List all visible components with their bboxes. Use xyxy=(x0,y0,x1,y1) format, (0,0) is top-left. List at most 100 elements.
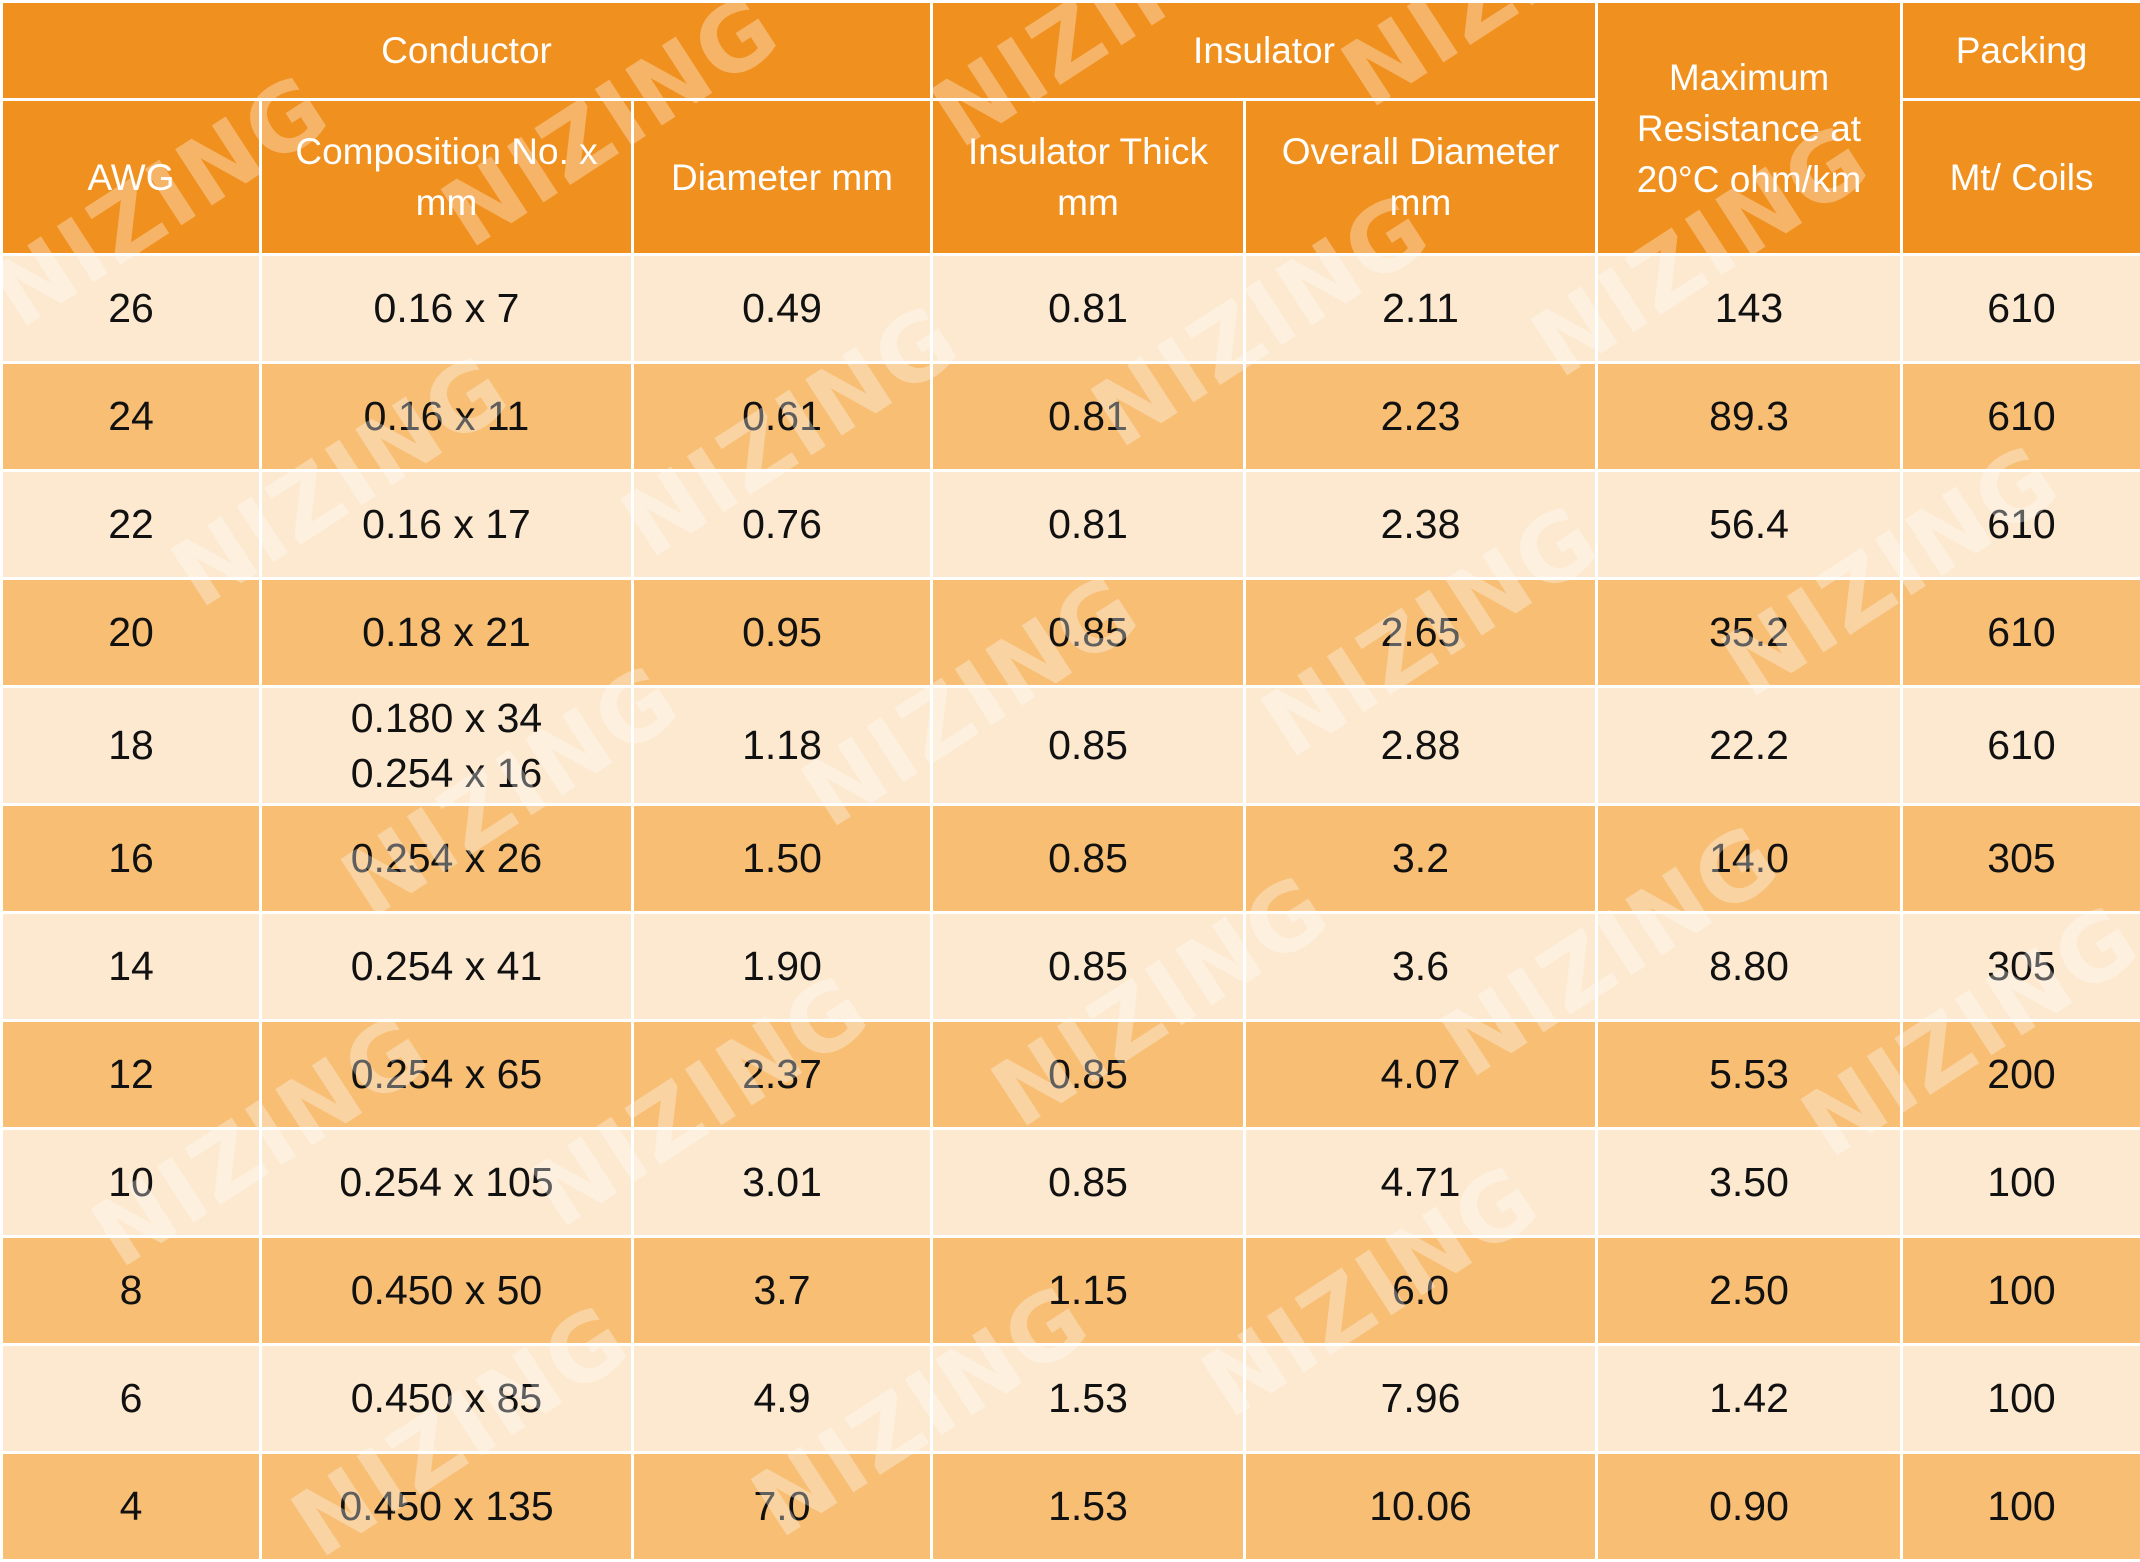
cell-awg: 8 xyxy=(0,1235,262,1346)
table-row: 18 0.180 x 34 0.254 x 16 1.18 0.85 2.88 … xyxy=(0,685,2140,806)
cell-resistance: 143 xyxy=(1595,253,1904,364)
header-composition: Composition No. x mm xyxy=(259,98,634,256)
composition-line: 0.180 x 34 xyxy=(350,694,543,741)
header-diameter: Diameter mm xyxy=(631,98,933,256)
cell-overall-diameter: 10.06 xyxy=(1242,1451,1599,1562)
cell-insulator-thick: 0.85 xyxy=(930,685,1246,806)
cell-insulator-thick: 0.81 xyxy=(930,361,1246,472)
cell-diameter: 3.7 xyxy=(631,1235,933,1346)
cell-packing: 610 xyxy=(1900,577,2140,688)
cell-resistance: 1.42 xyxy=(1595,1343,1904,1454)
cell-diameter: 0.95 xyxy=(631,577,933,688)
table-row: 14 0.254 x 41 1.90 0.85 3.6 8.80 305 xyxy=(0,911,2140,1022)
cell-insulator-thick: 1.15 xyxy=(930,1235,1246,1346)
cell-overall-diameter: 2.11 xyxy=(1242,253,1599,364)
cell-awg: 16 xyxy=(0,803,262,914)
cell-resistance: 56.4 xyxy=(1595,469,1904,580)
cell-resistance: 22.2 xyxy=(1595,685,1904,806)
cell-diameter: 0.61 xyxy=(631,361,933,472)
header-group-row: Conductor Insulator Maximum Resistance a… xyxy=(0,0,2140,256)
header-packing: Packing xyxy=(1900,0,2140,101)
cell-awg: 12 xyxy=(0,1019,262,1130)
cell-diameter: 7.0 xyxy=(631,1451,933,1562)
cell-awg: 10 xyxy=(0,1127,262,1238)
cell-diameter: 1.90 xyxy=(631,911,933,1022)
cell-resistance: 3.50 xyxy=(1595,1127,1904,1238)
cell-diameter: 4.9 xyxy=(631,1343,933,1454)
cell-overall-diameter: 2.65 xyxy=(1242,577,1599,688)
cell-awg: 18 xyxy=(0,685,262,806)
cell-composition: 0.450 x 85 xyxy=(259,1343,634,1454)
cell-packing: 100 xyxy=(1900,1235,2140,1346)
cell-packing: 610 xyxy=(1900,361,2140,472)
header-awg: AWG xyxy=(0,98,262,256)
table-body: 26 0.16 x 7 0.49 0.81 2.11 143 610 24 0.… xyxy=(0,253,2140,1562)
cell-packing: 100 xyxy=(1900,1343,2140,1454)
cell-composition: 0.254 x 105 xyxy=(259,1127,634,1238)
composition-line: 0.254 x 16 xyxy=(350,749,543,796)
cell-awg: 20 xyxy=(0,577,262,688)
header-max-resistance: Maximum Resistance at 20°C ohm/km xyxy=(1595,0,1904,256)
cell-diameter: 0.49 xyxy=(631,253,933,364)
cell-resistance: 89.3 xyxy=(1595,361,1904,472)
cell-packing: 200 xyxy=(1900,1019,2140,1130)
cell-awg: 14 xyxy=(0,911,262,1022)
table-row: 22 0.16 x 17 0.76 0.81 2.38 56.4 610 xyxy=(0,469,2140,580)
cell-packing: 610 xyxy=(1900,685,2140,806)
table-header: Conductor Insulator Maximum Resistance a… xyxy=(0,0,2140,256)
cell-awg: 26 xyxy=(0,253,262,364)
cell-resistance: 14.0 xyxy=(1595,803,1904,914)
cell-composition: 0.254 x 41 xyxy=(259,911,634,1022)
cell-resistance: 2.50 xyxy=(1595,1235,1904,1346)
cell-composition: 0.450 x 135 xyxy=(259,1451,634,1562)
cell-overall-diameter: 4.07 xyxy=(1242,1019,1599,1130)
cell-insulator-thick: 0.85 xyxy=(930,911,1246,1022)
cell-overall-diameter: 4.71 xyxy=(1242,1127,1599,1238)
cell-diameter: 3.01 xyxy=(631,1127,933,1238)
table-row: 6 0.450 x 85 4.9 1.53 7.96 1.42 100 xyxy=(0,1343,2140,1454)
cell-resistance: 35.2 xyxy=(1595,577,1904,688)
cell-awg: 22 xyxy=(0,469,262,580)
table-row: 24 0.16 x 11 0.61 0.81 2.23 89.3 610 xyxy=(0,361,2140,472)
table-row: 8 0.450 x 50 3.7 1.15 6.0 2.50 100 xyxy=(0,1235,2140,1346)
cell-overall-diameter: 7.96 xyxy=(1242,1343,1599,1454)
table-row: 16 0.254 x 26 1.50 0.85 3.2 14.0 305 xyxy=(0,803,2140,914)
cell-insulator-thick: 0.85 xyxy=(930,1019,1246,1130)
cell-packing: 100 xyxy=(1900,1127,2140,1238)
cell-insulator-thick: 1.53 xyxy=(930,1343,1246,1454)
header-conductor: Conductor xyxy=(0,0,933,101)
cell-composition: 0.254 x 26 xyxy=(259,803,634,914)
table-row: 10 0.254 x 105 3.01 0.85 4.71 3.50 100 xyxy=(0,1127,2140,1238)
header-insulator-thick: Insulator Thick mm xyxy=(930,98,1246,256)
cell-insulator-thick: 1.53 xyxy=(930,1451,1246,1562)
table-row: 12 0.254 x 65 2.37 0.85 4.07 5.53 200 xyxy=(0,1019,2140,1130)
header-column-row: AWG Composition No. x mm Diameter mm Ins… xyxy=(0,98,2140,256)
cell-insulator-thick: 0.85 xyxy=(930,577,1246,688)
cell-insulator-thick: 0.85 xyxy=(930,803,1246,914)
cell-overall-diameter: 6.0 xyxy=(1242,1235,1599,1346)
cell-composition: 0.18 x 21 xyxy=(259,577,634,688)
table-row: 20 0.18 x 21 0.95 0.85 2.65 35.2 610 xyxy=(0,577,2140,688)
cell-composition: 0.450 x 50 xyxy=(259,1235,634,1346)
cell-packing: 610 xyxy=(1900,469,2140,580)
header-mt-coils: Mt/ Coils xyxy=(1900,98,2140,256)
cell-packing: 100 xyxy=(1900,1451,2140,1562)
cell-packing: 305 xyxy=(1900,911,2140,1022)
table-row: 4 0.450 x 135 7.0 1.53 10.06 0.90 100 xyxy=(0,1451,2140,1562)
cell-overall-diameter: 2.38 xyxy=(1242,469,1599,580)
cell-awg: 4 xyxy=(0,1451,262,1562)
cell-overall-diameter: 3.2 xyxy=(1242,803,1599,914)
cell-resistance: 0.90 xyxy=(1595,1451,1904,1562)
cell-packing: 305 xyxy=(1900,803,2140,914)
cell-insulator-thick: 0.85 xyxy=(930,1127,1246,1238)
cell-awg: 24 xyxy=(0,361,262,472)
table-row: 26 0.16 x 7 0.49 0.81 2.11 143 610 xyxy=(0,253,2140,364)
cell-insulator-thick: 0.81 xyxy=(930,469,1246,580)
cell-insulator-thick: 0.81 xyxy=(930,253,1246,364)
cell-overall-diameter: 2.23 xyxy=(1242,361,1599,472)
cell-overall-diameter: 2.88 xyxy=(1242,685,1599,806)
cell-overall-diameter: 3.6 xyxy=(1242,911,1599,1022)
header-insulator: Insulator xyxy=(929,0,1599,101)
